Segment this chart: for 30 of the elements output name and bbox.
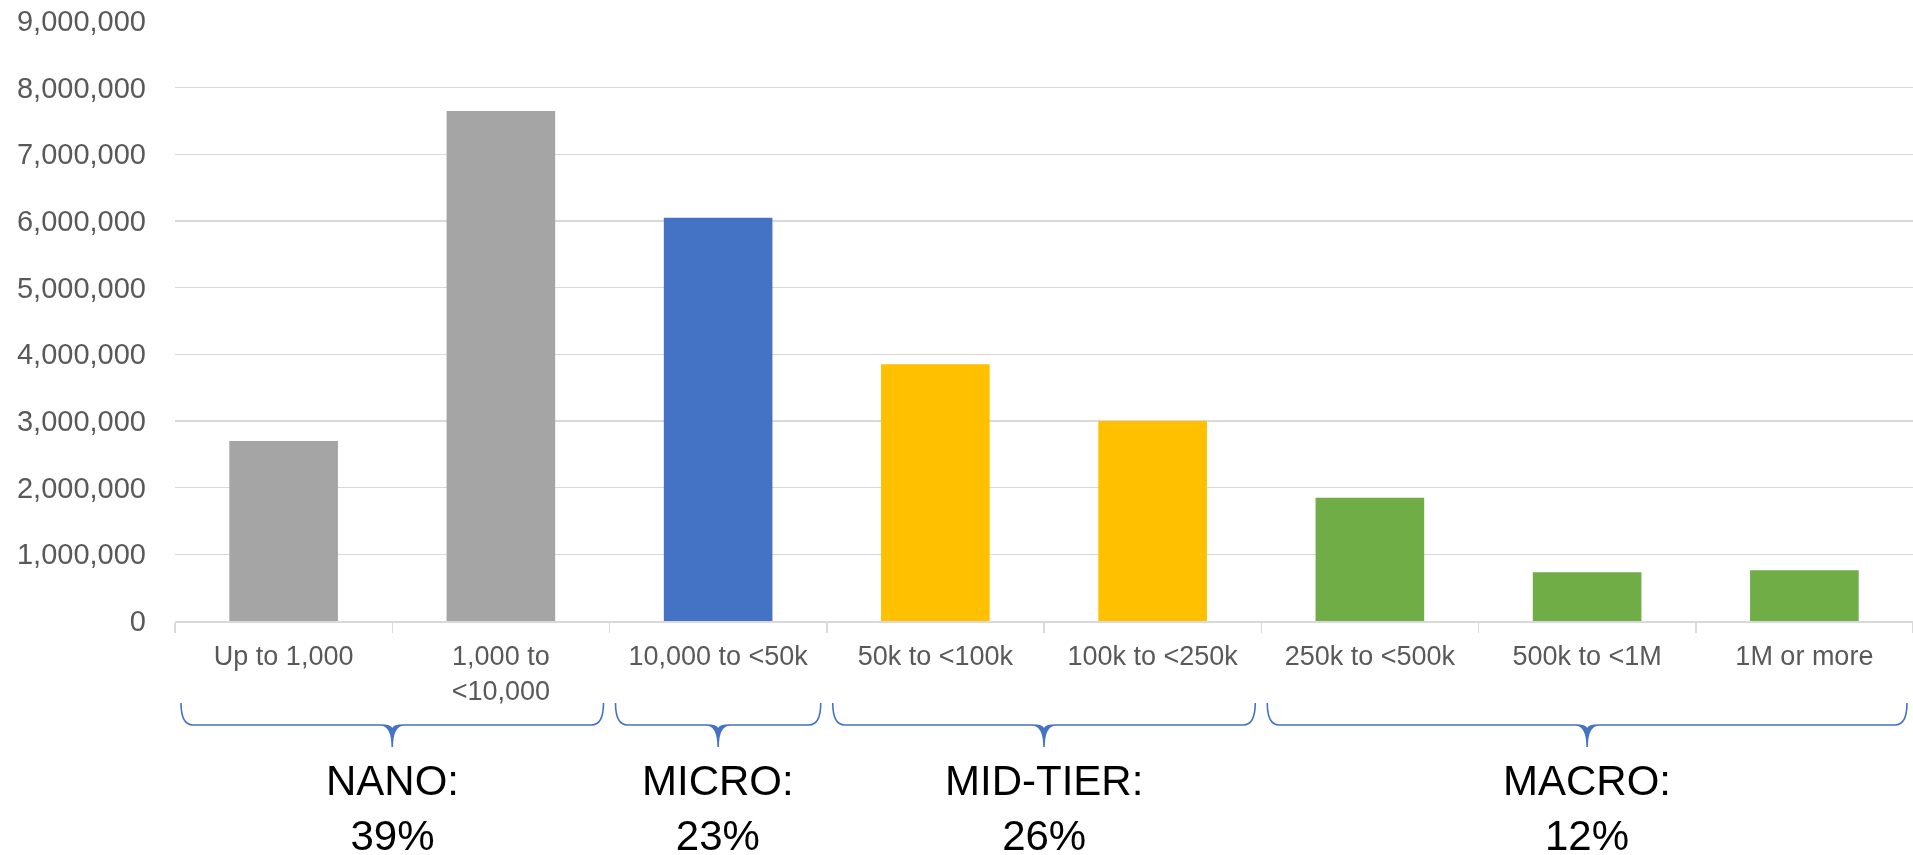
x-tick-label: 1M or more (1735, 640, 1874, 671)
text: NANO: 39% (326, 757, 460, 855)
x-tick-label: 500k to <1M (1512, 640, 1662, 671)
bar (446, 111, 556, 621)
x-tick-label: Up to 1,000 (213, 640, 354, 671)
x-tick-label: 50k to <100k (857, 640, 1014, 671)
bar (1315, 497, 1425, 621)
y-tick-label: 3,000,000 (16, 405, 146, 438)
y-tick-label: 6,000,000 (16, 205, 146, 238)
x-tick-label: 10,000 to <50k (628, 640, 809, 671)
y-tick-label: 5,000,000 (16, 271, 146, 304)
bar (1750, 570, 1859, 621)
bar (663, 217, 773, 621)
y-tick-label: 8,000,000 (16, 71, 146, 104)
text: MACRO: 12% (1503, 757, 1671, 855)
y-tick-label: 2,000,000 (16, 471, 146, 504)
bar (1098, 421, 1207, 621)
y-tick-label: 4,000,000 (16, 338, 146, 371)
y-tick-label: 0 (129, 605, 146, 638)
y-tick-label: 1,000,000 (16, 538, 146, 571)
y-tick-label: 9,000,000 (16, 5, 146, 38)
bar (881, 364, 990, 621)
x-tick-label: 1,000 to <10,000 (451, 640, 551, 706)
text: MICRO: 23% (642, 757, 794, 855)
bar (229, 441, 338, 621)
y-tick-label: 7,000,000 (16, 138, 146, 171)
x-tick-label: 250k to <500k (1284, 640, 1456, 671)
text: MID-TIER: 26% (945, 757, 1144, 855)
x-tick-label: 100k to <250k (1067, 640, 1239, 671)
bar (1532, 572, 1642, 621)
